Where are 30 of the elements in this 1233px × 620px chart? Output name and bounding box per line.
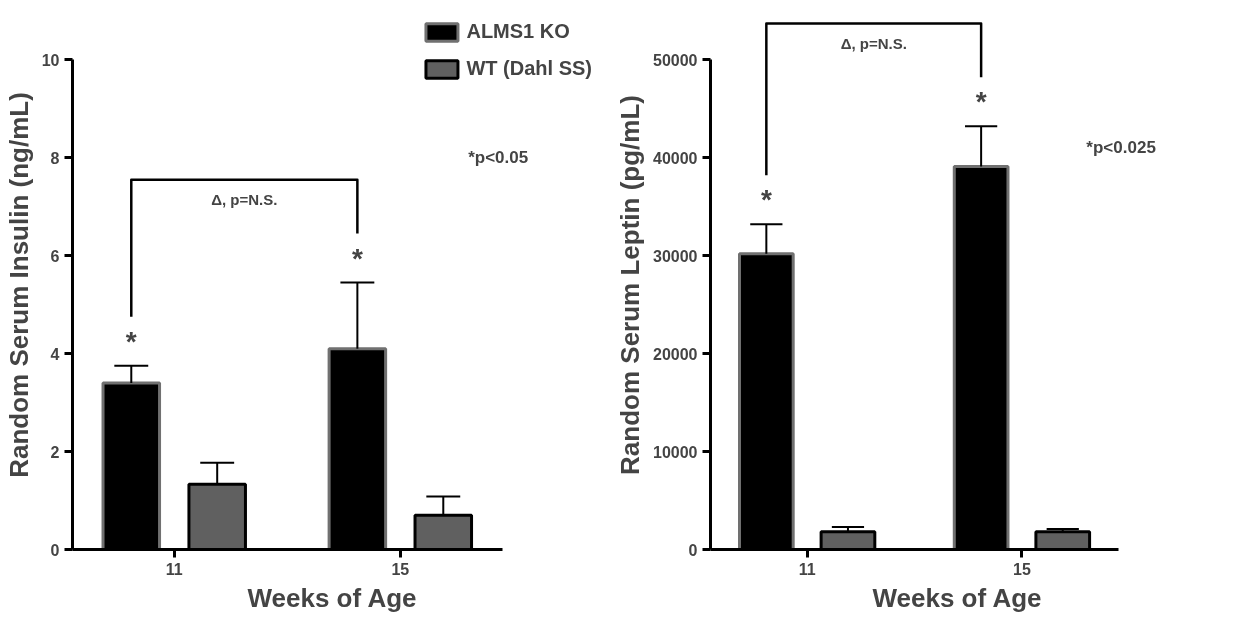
x-axis-title: Weeks of Age [872, 582, 1042, 613]
y-tick-label: 50000 [653, 51, 698, 69]
x-tick-label: 11 [165, 560, 183, 578]
x-tick-label: 11 [798, 560, 816, 578]
y-tick-label: 10000 [653, 443, 698, 461]
x-axis-title: Weeks of Age [247, 582, 417, 613]
annotation: * [975, 86, 987, 118]
y-tick-label: 0 [50, 541, 60, 559]
y-tick-label: 0 [688, 541, 698, 559]
annotation: * [760, 184, 772, 216]
x-tick-label: 15 [1013, 560, 1031, 578]
y-axis-title: Random Serum Leptin (pg/mL) [615, 95, 646, 475]
y-tick-label: 20000 [653, 345, 698, 363]
y-tick-label: 40000 [653, 149, 698, 167]
text: Δ, p=N.S. [840, 34, 907, 52]
y-tick-label: 6 [50, 247, 60, 265]
annotation: * [351, 242, 363, 274]
y-tick-label: 2 [50, 443, 60, 461]
annotation: Δ, p=N.S. [211, 190, 278, 208]
annotation: *p<0.05 [468, 148, 529, 168]
annotation: * [125, 325, 137, 357]
y-tick-label: 30000 [653, 247, 698, 265]
legend-label: ALMS1 KO [466, 20, 570, 43]
y-tick-label: 8 [50, 149, 60, 167]
annotation: *p<0.025 [1086, 138, 1156, 158]
legend-label: WT (Dahl SS) [466, 57, 592, 80]
y-tick-label: 4 [50, 345, 60, 363]
x-tick-label: 15 [391, 560, 410, 578]
y-tick-label: 10 [41, 51, 60, 69]
y-axis-title: Random Serum Insulin (ng/mL) [3, 92, 34, 478]
